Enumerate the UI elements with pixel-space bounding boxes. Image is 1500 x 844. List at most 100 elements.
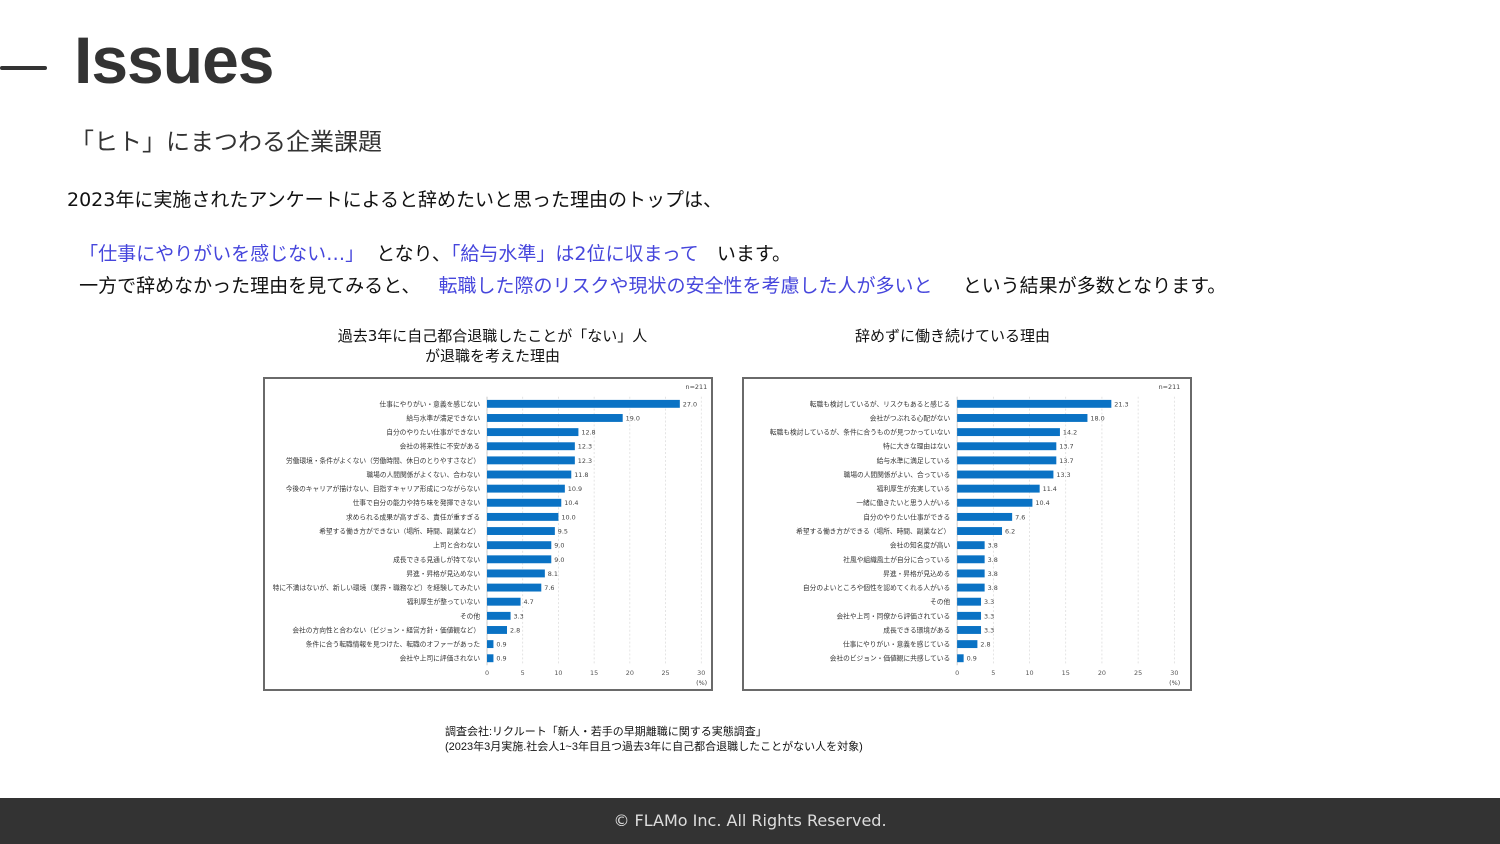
data-label: 3.8	[988, 556, 998, 564]
data-label: 3.8	[988, 542, 998, 550]
category-label: 会社のビジョン・価値観に共感している	[830, 654, 950, 663]
bar	[957, 640, 978, 649]
category-label: 労働環境・条件がよくない（労働時間、休日のとりやすさなど）	[286, 456, 480, 465]
x-tick-label: 10	[1025, 669, 1033, 677]
bar	[487, 498, 562, 507]
text-segment: 転職した際のリスクや現状の安全性を考慮した人が多いと	[438, 275, 933, 297]
bar	[487, 626, 508, 634]
x-tick-label: 30	[697, 669, 705, 677]
data-label: 7.6	[1015, 513, 1025, 521]
data-label: 10.0	[561, 513, 575, 521]
chart-1-title: 過去3年に自己都合退職したことが「ない」人 が退職を考えた理由	[337, 327, 648, 365]
category-label: 条件に合う転職情報を見つけた、転職のオファーがあった	[306, 640, 481, 649]
source-line-1: 調査会社:リクルート「新人・若手の早期離職に関する実態調査」	[445, 726, 767, 738]
bar	[957, 611, 982, 620]
body-line-1: 2023年に実施されたアンケートによると辞めたいと思った理由のトップは、	[67, 189, 723, 211]
x-tick-label: 20	[1098, 669, 1106, 677]
bar	[957, 512, 1013, 521]
category-label: 会社の方向性と合わない（ビジョン・経営方針・価値観など）	[292, 625, 480, 634]
data-label: 0.9	[967, 655, 977, 663]
category-label: 給与水準が満足できない	[406, 413, 480, 422]
sample-size-note: n=211	[1159, 383, 1181, 391]
bar	[957, 442, 1057, 451]
source-note: 調査会社:リクルート「新人・若手の早期離職に関する実態調査」 (2023年3月実…	[445, 725, 863, 755]
bar	[957, 470, 1054, 479]
bar	[957, 456, 1057, 465]
bar	[487, 399, 680, 408]
x-tick-label: 0	[955, 669, 959, 677]
bar	[487, 414, 623, 422]
category-label: 昇進・昇格が見込めない	[406, 569, 480, 578]
category-label: 会社がつぶれる心配がない	[870, 413, 951, 422]
chart-2: 0 5 10 15 20 25 30 (%) n=211 転職も検討しているが、リスクもあると感じ…	[742, 377, 1192, 691]
data-label: 11.8	[574, 471, 588, 479]
bar	[487, 640, 494, 649]
bar	[957, 399, 1112, 408]
category-label: 特に大きな理由はない	[883, 442, 950, 451]
footer: © FLAMo Inc. All Rights Reserved.	[0, 798, 1500, 844]
chart-1-svg: 0 5 10 15 20 25 30 (%) n=211 仕事にやりがい・意義を感じない 27.0 給…	[273, 383, 708, 687]
text-segment: という結果が多数となります。	[932, 275, 1227, 297]
x-tick-label: 25	[1134, 669, 1142, 677]
bar	[487, 569, 545, 578]
data-label: 0.9	[496, 641, 506, 649]
data-label: 2.8	[510, 626, 520, 634]
x-tick-label: 25	[661, 669, 669, 677]
x-axis-label: (%)	[1169, 679, 1180, 687]
bar	[957, 569, 985, 578]
bar	[487, 512, 559, 521]
chart-1: 0 5 10 15 20 25 30 (%) n=211 仕事にやりがい・意義を感じない 27.0 給…	[263, 377, 713, 691]
category-label: 転職も検討しているが、リスクもあると感じる	[810, 399, 950, 408]
category-label: 仕事にやりがい・意義を感じている	[843, 640, 950, 649]
bar	[957, 527, 1003, 535]
category-label: 職場の人間関係がよい、合っている	[844, 470, 951, 479]
category-label: 社風や組織風土が自分に合っている	[843, 555, 950, 564]
category-label: 上司と合わない	[433, 541, 480, 550]
bar	[487, 597, 521, 606]
bar	[487, 428, 579, 437]
data-label: 3.3	[984, 612, 994, 620]
category-label: 転職も検討しているが、条件に合うものが見つかっていない	[770, 428, 951, 437]
data-label: 9.5	[558, 528, 568, 536]
bar	[957, 654, 964, 663]
category-label: 会社の将来性に不安がある	[400, 442, 480, 451]
data-label: 10.4	[564, 499, 578, 507]
data-label: 2.8	[980, 641, 990, 649]
category-label: 自分のやりたい仕事ができる	[863, 512, 950, 521]
category-label: 今後のキャリアが描けない、目指すキャリア形成につながらない	[286, 484, 481, 493]
bar	[487, 541, 552, 550]
bar	[487, 442, 575, 451]
category-label: 希望する働き方ができない（場所、時間、副業など）	[319, 527, 480, 536]
data-label: 0.9	[496, 655, 506, 663]
bar	[957, 541, 985, 550]
category-label: 自分のよいところや個性を認めてくれる人がいる	[803, 583, 950, 592]
x-axis-label: (%)	[696, 679, 707, 687]
category-label: その他	[460, 611, 480, 620]
x-tick-label: 15	[590, 669, 598, 677]
data-label: 19.0	[626, 414, 640, 422]
bar	[487, 470, 572, 479]
page-title: Issues	[74, 23, 274, 97]
data-label: 3.8	[988, 570, 998, 578]
data-label: 4.7	[524, 598, 534, 606]
category-label: 福利厚生が整っていない	[407, 597, 481, 606]
category-label: 会社の知名度が高い	[890, 541, 951, 550]
bar	[957, 414, 1088, 422]
bar	[487, 611, 511, 620]
bar	[487, 527, 555, 535]
source-line-2: (2023年3月実施.社会人1~3年目且つ過去3年に自己都合退職したことがない人…	[445, 741, 863, 753]
data-label: 11.4	[1043, 485, 1057, 493]
category-label: 成長できる見通しが持てない	[393, 555, 480, 564]
bar	[957, 626, 982, 634]
bar	[957, 555, 985, 564]
category-label: 会社や上司に評価されない	[400, 654, 481, 663]
data-label: 10.9	[568, 485, 582, 493]
data-label: 13.3	[1056, 471, 1070, 479]
category-label: 仕事で自分の能力や持ち味を発揮できない	[353, 498, 481, 507]
text-segment: います。	[698, 243, 791, 265]
text-segment: 「仕事にやりがいを感じない…」	[79, 243, 365, 265]
data-label: 3.3	[984, 598, 994, 606]
data-label: 10.4	[1035, 499, 1049, 507]
text-segment: 一方で辞めなかった理由を見てみると、	[79, 275, 439, 297]
bar	[487, 555, 552, 564]
